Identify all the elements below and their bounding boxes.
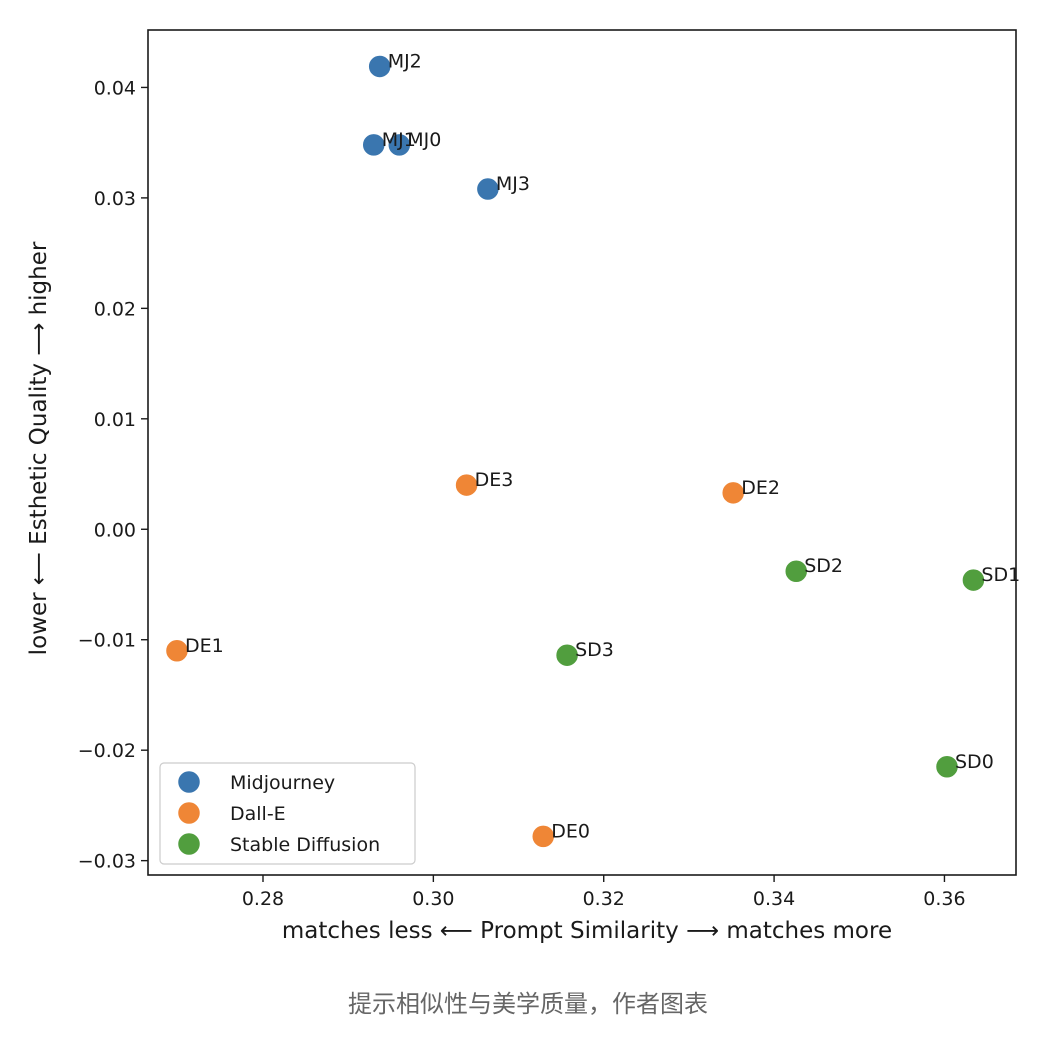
point-label: MJ2 — [388, 50, 422, 72]
legend-label: Stable Diffusion — [230, 834, 380, 856]
data-point — [361, 132, 386, 158]
data-point — [367, 54, 392, 79]
point-label: DE3 — [475, 469, 514, 491]
legend-marker — [176, 800, 202, 826]
point-label: SD0 — [955, 751, 994, 773]
data-point — [530, 824, 556, 849]
data-point — [475, 176, 501, 202]
data-point — [554, 642, 580, 668]
y-tick-label: 0.00 — [94, 519, 136, 541]
point-label: SD2 — [804, 555, 843, 577]
data-point — [783, 558, 809, 584]
x-tick-label: 0.36 — [923, 888, 965, 910]
legend-label: Midjourney — [230, 772, 335, 794]
data-point — [164, 638, 190, 664]
y-tick-label: 0.01 — [94, 409, 136, 431]
point-label: DE2 — [741, 477, 780, 499]
x-tick-label: 0.30 — [412, 888, 454, 910]
y-tick-label: 0.04 — [94, 77, 136, 99]
legend-box — [159, 762, 416, 865]
point-label: SD3 — [575, 639, 614, 661]
point-label: DE1 — [185, 635, 224, 657]
data-point — [454, 472, 479, 498]
x-tick-label: 0.32 — [583, 888, 625, 910]
legend-label: Dall-E — [230, 803, 286, 825]
y-axis-label: lower ⟵ Esthetic Quality ⟶ higher — [26, 241, 52, 655]
data-point — [387, 132, 412, 158]
point-label: SD1 — [981, 564, 1020, 586]
data-point — [934, 754, 960, 780]
y-tick-label: −0.02 — [78, 740, 136, 762]
y-tick-label: −0.01 — [78, 630, 136, 652]
x-axis-label: matches less ⟵ Prompt Similarity ⟶ match… — [282, 918, 892, 944]
data-point — [720, 480, 746, 506]
figure-caption: 提示相似性与美学质量，作者图表 — [348, 990, 708, 1018]
y-tick-label: 0.02 — [94, 298, 136, 320]
plot-layer: 0.28 0.30 0.32 0.34 0.36 −0.03 −0.02 −0.01 0.00 0… — [26, 29, 1020, 944]
x-tick-label: 0.28 — [242, 888, 284, 910]
legend-marker — [176, 769, 202, 795]
point-label: MJ3 — [496, 173, 530, 195]
point-label: MJ0 — [407, 129, 441, 151]
y-tick-label: −0.03 — [78, 851, 136, 873]
point-label: DE0 — [551, 820, 590, 842]
data-point — [961, 567, 986, 593]
plot-frame — [147, 29, 1017, 876]
y-tick-label: 0.03 — [94, 188, 136, 210]
x-tick-label: 0.34 — [753, 888, 795, 910]
scatter-chart: 0.28 0.30 0.32 0.34 0.36 −0.03 −0.02 −0.01 0.00 0… — [26, 29, 1020, 944]
legend-marker — [176, 831, 202, 857]
point-label: MJ1 — [382, 129, 416, 151]
